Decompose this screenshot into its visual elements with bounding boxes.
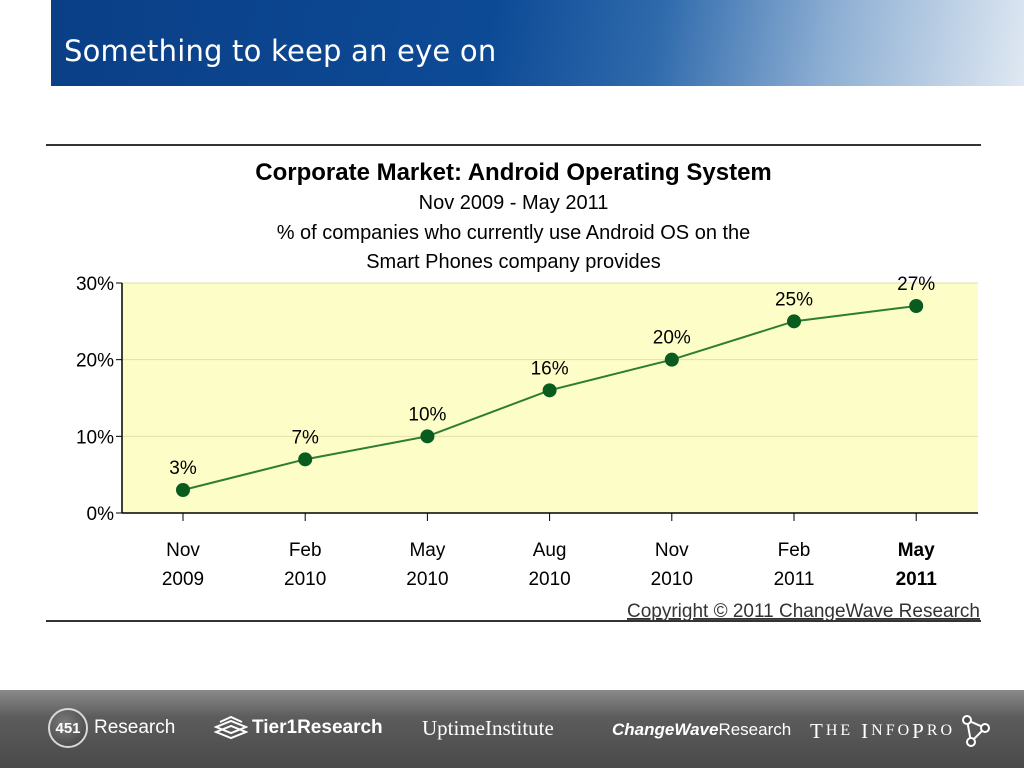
data-label: 20% [653, 328, 691, 349]
network-nodes-icon [962, 715, 991, 747]
data-label: 25% [775, 289, 813, 310]
logo-theinfopro: T HE I NFO P RO [810, 714, 993, 748]
chart-subtitle-3: Smart Phones company provides [366, 251, 661, 273]
logo-451-research: 451 Research [48, 708, 175, 748]
slide-title: Something to keep an eye on [64, 34, 497, 68]
changewave-text-b: Research [718, 720, 792, 739]
chart-copyright: Copyright © 2011 ChangeWave Research [627, 601, 980, 622]
bottom-rule [46, 620, 981, 622]
x-tick-label-year: 2010 [528, 569, 570, 590]
y-tick-label: 20% [76, 351, 114, 372]
x-tick-label-month: Nov [166, 540, 200, 561]
footer-bar: 451 Research Tier 1Research UptimeInstitu… [0, 690, 1024, 768]
data-label: 7% [291, 427, 319, 448]
logo-451-badge: 451 [48, 708, 88, 748]
tip-he: HE [825, 722, 854, 739]
chart-subtitle-2: % of companies who currently use Android… [276, 222, 751, 244]
tip-t: T [810, 718, 826, 743]
data-point [298, 452, 313, 467]
data-point [787, 314, 801, 329]
logo-tier1-research: Tier 1Research [214, 716, 383, 740]
x-tick-label-year: 2011 [774, 569, 815, 590]
data-point [909, 299, 924, 313]
data-label: 10% [408, 404, 446, 425]
data-point [542, 383, 557, 398]
x-tick-label-year: 2011 [896, 569, 938, 590]
chart-title: Corporate Market: Android Operating Syst… [255, 159, 772, 186]
changewave-text-a: ChangeWave [612, 720, 719, 739]
tip-p: P [912, 718, 927, 743]
logo-changewave-research: ChangeWaveResearch [612, 720, 791, 740]
y-tick-label: 30% [76, 274, 114, 295]
x-tick-label-year: 2010 [406, 569, 448, 590]
logo-uptime-institute: UptimeInstitute [422, 716, 554, 740]
data-label: 27% [897, 274, 935, 295]
chart-subtitle-1: Nov 2009 - May 2011 [418, 192, 609, 214]
line-chart: 0% 10% 20% 30% Nov 2009 Feb 2010 May 2010 Aug 2010 N… [76, 274, 980, 622]
x-tick-label-month: Aug [533, 540, 567, 561]
top-rule [46, 144, 981, 146]
tier1-text-b: 1Research [286, 717, 383, 738]
slide-header: Something to keep an eye on [51, 0, 1024, 86]
tier1-text-a: Tier [252, 717, 287, 738]
x-tick-label-year: 2009 [162, 569, 204, 590]
tip-i: I [861, 718, 872, 743]
y-tick-label: 0% [87, 504, 115, 525]
tip-nfo: NFO [871, 722, 913, 739]
x-tick-label-month: Feb [778, 540, 811, 561]
logo-451-text: Research [94, 717, 176, 738]
tier1-layers-icon [214, 716, 248, 740]
data-point [420, 429, 435, 444]
x-tick-label-year: 2010 [651, 569, 693, 590]
x-tick-label-year: 2010 [284, 569, 326, 590]
data-label: 3% [169, 458, 197, 479]
y-tick-label: 10% [76, 427, 114, 448]
tip-ro: RO [926, 722, 956, 739]
data-point [664, 352, 679, 367]
data-label: 16% [531, 358, 569, 379]
x-tick-label-month: Feb [289, 540, 322, 561]
data-point [176, 483, 190, 497]
x-tick-label-month: Nov [655, 540, 689, 561]
x-tick-label-month: May [898, 540, 935, 561]
x-tick-label-month: May [409, 540, 445, 561]
plot-area [122, 283, 978, 513]
